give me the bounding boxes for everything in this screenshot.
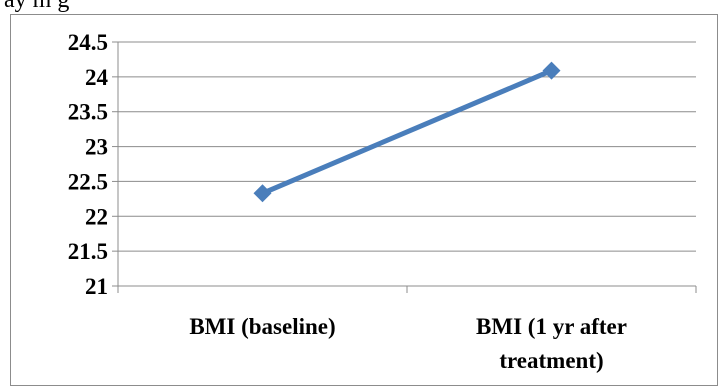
y-tick-labels: 21 21.5 22 22.5 23 23.5 24 24.5 (68, 30, 109, 299)
axes (112, 41, 697, 293)
y-tick-label: 21.5 (68, 239, 108, 264)
y-tick-label: 22 (85, 204, 108, 229)
caption-fragment: ay m g (4, 0, 70, 13)
y-tick-label: 23.5 (68, 100, 108, 125)
data-point-marker (542, 61, 561, 80)
y-tick-label: 22.5 (68, 169, 108, 194)
x-category-label: BMI (1 yr after (476, 314, 627, 339)
x-category-labels: BMI (baseline) BMI (1 yr after treatment) (189, 314, 627, 373)
y-tick-label: 23 (85, 135, 108, 160)
y-tick-label: 24.5 (68, 30, 108, 55)
gridlines (118, 41, 696, 252)
series (253, 61, 561, 203)
series-line (260, 68, 554, 196)
data-point-marker (253, 184, 272, 203)
chart-frame (10, 14, 718, 386)
x-category-label: BMI (baseline) (189, 314, 335, 339)
x-category-label: treatment) (499, 348, 603, 373)
y-tick-label: 21 (85, 274, 108, 299)
y-tick-label: 24 (85, 65, 109, 90)
